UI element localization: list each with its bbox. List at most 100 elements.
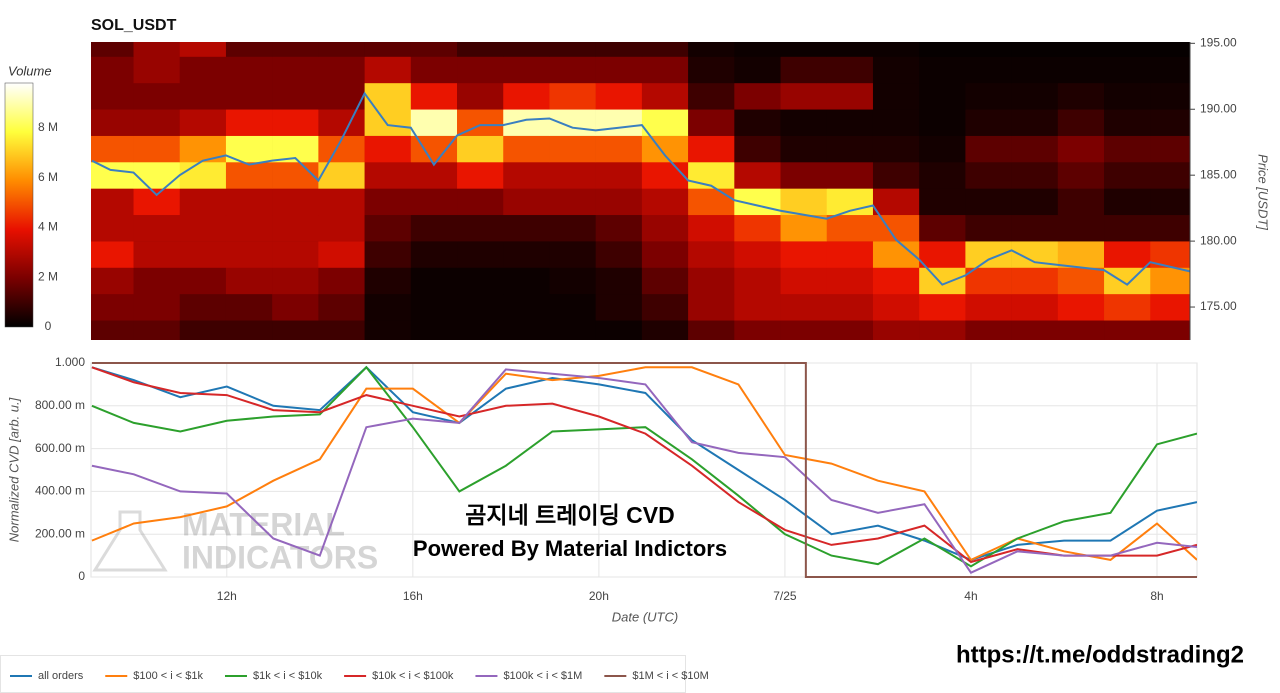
y-tick-label: 185.00 xyxy=(1200,167,1237,181)
heatmap-cell xyxy=(91,82,134,110)
heatmap-cell xyxy=(919,109,966,136)
heatmap-cell xyxy=(364,188,412,216)
heatmap-cell xyxy=(826,267,874,295)
heatmap-cell xyxy=(549,188,596,216)
heatmap-cell xyxy=(225,42,273,57)
heatmap-cell xyxy=(595,188,643,216)
x-tick-label: 16h xyxy=(403,589,423,603)
heatmap-cell xyxy=(318,241,365,268)
colorbar-tick-label: 2 M xyxy=(38,269,58,283)
legend-box xyxy=(0,655,686,693)
heatmap-cell xyxy=(688,82,735,110)
heatmap-cell xyxy=(179,109,227,136)
heatmap-cell xyxy=(641,56,689,84)
heatmap-cell xyxy=(1150,42,1190,57)
y-tick-label: 195.00 xyxy=(1200,35,1237,49)
heatmap-cell xyxy=(826,135,874,163)
heatmap-cell xyxy=(179,267,227,295)
heatmap-cell xyxy=(410,42,458,57)
heatmap-cell xyxy=(503,320,550,340)
heatmap-cell xyxy=(734,320,781,340)
heatmap-cell xyxy=(641,241,689,268)
y-axis-title: Price [USDT] xyxy=(1256,154,1271,230)
heatmap-cell xyxy=(641,109,689,136)
heatmap-cell xyxy=(1011,320,1059,340)
heatmap-cell xyxy=(1057,241,1105,268)
heatmap-cell xyxy=(1011,82,1059,110)
heatmap-cell xyxy=(364,293,412,321)
heatmap-cell xyxy=(410,109,458,136)
heatmap-cell xyxy=(919,188,966,216)
y-tick-label: 600.00 m xyxy=(35,441,85,455)
heatmap-cell xyxy=(225,56,273,84)
watermark: MATERIAL INDICATORS xyxy=(92,506,378,575)
heatmap-cell xyxy=(225,214,273,242)
heatmap-cell xyxy=(1011,188,1059,216)
heatmap-cell xyxy=(688,214,735,242)
heatmap-cell xyxy=(549,56,596,84)
heatmap-cell xyxy=(1011,109,1059,136)
heatmap-cell xyxy=(872,42,920,57)
heatmap-cell xyxy=(1011,42,1059,57)
heatmap-cell xyxy=(1104,320,1151,340)
heatmap-cell xyxy=(688,267,735,295)
heatmap-cell xyxy=(780,320,828,340)
heatmap-cell xyxy=(410,56,458,84)
y-tick-label: 180.00 xyxy=(1200,233,1237,247)
heatmap-cell xyxy=(780,188,828,216)
x-tick-label: 20h xyxy=(589,589,609,603)
heatmap-cell xyxy=(364,42,412,57)
cvd-line xyxy=(91,365,1197,568)
heatmap-cell xyxy=(919,56,966,84)
heatmap-cell xyxy=(457,320,504,340)
heatmap-cell xyxy=(503,188,550,216)
heatmap xyxy=(91,42,1190,340)
heatmap-cell xyxy=(503,135,550,163)
heatmap-cell xyxy=(318,214,365,242)
heatmap-cell xyxy=(641,188,689,216)
heatmap-cell xyxy=(179,293,227,321)
heatmap-cell xyxy=(826,241,874,268)
heatmap-cell xyxy=(965,241,1012,268)
heatmap-cell xyxy=(225,241,273,268)
heatmap-cell xyxy=(965,293,1012,321)
heatmap-cell xyxy=(549,135,596,163)
heatmap-cell xyxy=(91,293,134,321)
heatmap-cell xyxy=(272,56,319,84)
heatmap-cell xyxy=(503,293,550,321)
heatmap-cell xyxy=(133,241,181,268)
heatmap-cell xyxy=(780,241,828,268)
heatmap-cell xyxy=(734,42,781,57)
heatmap-cell xyxy=(919,42,966,57)
heatmap-cell xyxy=(919,241,966,268)
heatmap-cell xyxy=(826,56,874,84)
heatmap-cell xyxy=(133,56,181,84)
heatmap-cell xyxy=(503,241,550,268)
heatmap-cell xyxy=(641,214,689,242)
heatmap-cell xyxy=(272,109,319,136)
heatmap-cell xyxy=(364,214,412,242)
heatmap-cell xyxy=(1104,56,1151,84)
heatmap-cell xyxy=(318,293,365,321)
heatmap-cell xyxy=(1150,56,1190,84)
heatmap-cell xyxy=(364,161,412,189)
heatmap-cell xyxy=(179,188,227,216)
heatmap-cell xyxy=(179,42,227,57)
heatmap-cell xyxy=(734,135,781,163)
heatmap-cell xyxy=(503,161,550,189)
heatmap-cell xyxy=(965,135,1012,163)
heatmap-cell xyxy=(1104,109,1151,136)
heatmap-cell xyxy=(225,161,273,189)
heatmap-cell xyxy=(595,42,643,57)
heatmap-cell xyxy=(826,293,874,321)
heatmap-cell xyxy=(179,161,227,189)
heatmap-cell xyxy=(364,135,412,163)
x-tick-label: 7/25 xyxy=(773,589,797,603)
heatmap-cell xyxy=(1150,109,1190,136)
heatmap-cell xyxy=(965,82,1012,110)
heatmap-cell xyxy=(133,293,181,321)
heatmap-cell xyxy=(91,42,134,57)
heatmap-cell xyxy=(688,241,735,268)
heatmap-cell xyxy=(595,109,643,136)
